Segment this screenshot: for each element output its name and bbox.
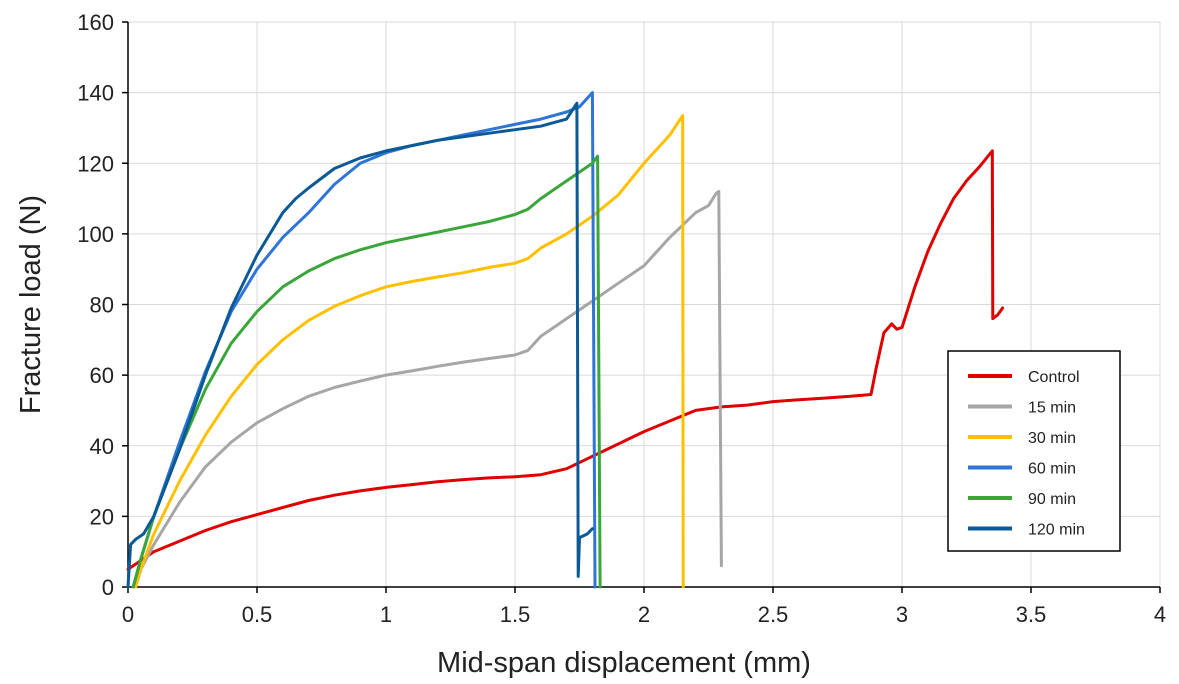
axes xyxy=(122,21,1161,593)
series-lines xyxy=(126,91,1005,589)
x-tick-label: 0 xyxy=(122,602,134,627)
y-tick-labels: 0 20 40 60 80 100 120 140 160 xyxy=(77,10,114,600)
legend-label: 15 min xyxy=(1028,400,1076,417)
y-tick-label: 80 xyxy=(90,293,114,318)
legend-box xyxy=(947,350,1121,552)
series-line-60-min xyxy=(131,91,597,589)
y-tick-label: 0 xyxy=(102,575,114,600)
legend: Control 15 min 30 min 60 min 90 min 120 min xyxy=(947,350,1121,552)
series-line-120-min xyxy=(126,101,594,589)
x-tick-label: 2 xyxy=(638,602,650,627)
x-tick-label: 0.5 xyxy=(242,602,273,627)
x-tick-label: 1.5 xyxy=(500,602,531,627)
x-tick-label: 3.5 xyxy=(1016,602,1047,627)
y-tick-label: 20 xyxy=(90,504,114,529)
y-tick-label: 40 xyxy=(90,434,114,459)
y-tick-label: 100 xyxy=(77,222,114,247)
y-axis-title: Fracture load (N) xyxy=(15,195,47,414)
x-tick-label: 3 xyxy=(896,602,908,627)
y-tick-label: 120 xyxy=(77,151,114,176)
series-line-30-min xyxy=(134,114,685,589)
legend-label: Control xyxy=(1028,369,1080,386)
series-line-15-min xyxy=(134,190,723,589)
y-tick-label: 140 xyxy=(77,81,114,106)
legend-label: 90 min xyxy=(1028,491,1076,508)
x-tick-labels: 0 0.5 1 1.5 2 2.5 3 3.5 4 xyxy=(122,602,1166,627)
legend-label: 30 min xyxy=(1028,430,1076,447)
series-line-90-min xyxy=(131,154,602,589)
legend-label: 120 min xyxy=(1028,522,1085,539)
legend-label: 60 min xyxy=(1028,461,1076,478)
series-line-control xyxy=(126,149,1005,571)
grid xyxy=(127,21,1161,588)
x-tick-label: 4 xyxy=(1154,602,1166,627)
x-tick-label: 2.5 xyxy=(758,602,789,627)
y-tick-label: 60 xyxy=(90,363,114,388)
y-tick-label: 160 xyxy=(77,10,114,35)
x-axis-title: Mid-span displacement (mm) xyxy=(437,647,811,679)
x-tick-label: 1 xyxy=(380,602,392,627)
